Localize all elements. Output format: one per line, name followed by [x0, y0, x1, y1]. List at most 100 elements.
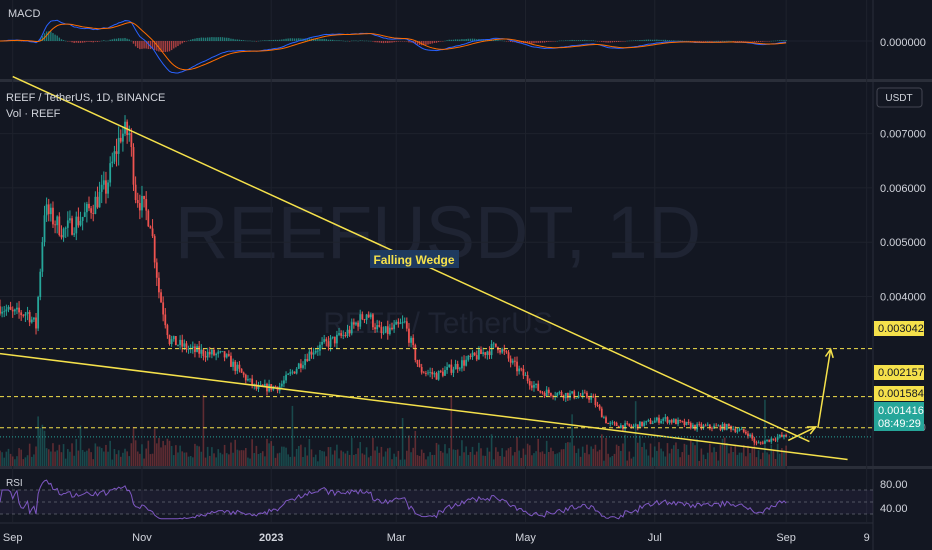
macd-histogram-bar — [406, 41, 408, 42]
candle-body — [85, 203, 88, 213]
macd-histogram-bar — [306, 38, 308, 41]
macd-histogram-bar — [751, 41, 753, 42]
macd-histogram-bar — [147, 41, 150, 50]
macd-histogram-bar — [315, 38, 317, 41]
macd-histogram-bar — [473, 38, 476, 41]
macd-histogram-bar — [20, 41, 22, 42]
macd-histogram-bar — [715, 40, 717, 42]
volume-bar — [753, 444, 756, 466]
candle-body — [639, 421, 641, 429]
candle-body — [18, 307, 20, 313]
volume-bar — [160, 447, 162, 466]
volume-bar — [126, 451, 128, 466]
candle-body — [143, 196, 145, 200]
volume-bar — [484, 455, 487, 466]
volume-bar — [641, 446, 643, 466]
currency-badge[interactable] — [876, 87, 923, 108]
volume-bar — [249, 458, 251, 466]
macd-histogram-bar — [668, 40, 671, 41]
candle-body — [628, 423, 631, 426]
candle-body — [191, 346, 194, 348]
volume-bar — [626, 460, 629, 466]
macd-histogram-bar — [634, 40, 637, 41]
macd-separator[interactable] — [0, 79, 932, 82]
falling-wedge-label[interactable]: Falling Wedge — [373, 253, 454, 267]
volume-bar — [187, 456, 190, 466]
candle-body — [304, 358, 307, 366]
time-axis-label: Sep — [776, 532, 796, 544]
candle-body — [367, 314, 370, 318]
volume-bar — [253, 453, 256, 466]
volume-bar — [518, 450, 520, 466]
candle-body — [706, 424, 709, 426]
macd-histogram-bar — [454, 39, 457, 41]
volume-bar — [503, 456, 506, 466]
candle-body — [177, 344, 179, 346]
volume-bar — [435, 442, 438, 466]
candle-body — [471, 352, 474, 357]
candle-body — [378, 325, 381, 327]
macd-histogram-bar — [590, 40, 592, 41]
macd-histogram-bar — [168, 41, 171, 52]
macd-histogram-bar — [124, 37, 126, 41]
macd-histogram-bar — [226, 37, 228, 41]
volume-bar — [632, 456, 635, 466]
candle-body — [359, 314, 362, 327]
volume-bar — [431, 454, 434, 466]
candle-body — [115, 151, 118, 154]
macd-histogram-bar — [711, 41, 713, 42]
volume-bar — [579, 456, 582, 466]
macd-histogram-bar — [372, 41, 374, 42]
candlesticks[interactable] — [0, 115, 788, 446]
volume-bar — [314, 454, 317, 466]
candle-body — [388, 327, 391, 335]
macd-histogram-bar — [632, 40, 635, 41]
volume-bar — [509, 446, 512, 466]
candle-body — [79, 220, 82, 226]
volume-bar — [285, 447, 287, 466]
macd-histogram-bar — [677, 40, 679, 42]
volume-bar — [264, 456, 266, 466]
pattern-label-bg[interactable] — [370, 250, 459, 268]
rsi-indicator[interactable]: 80.00 40.00 — [0, 479, 908, 520]
candle-body — [664, 417, 667, 419]
candle-body — [740, 428, 743, 430]
candle-body — [499, 350, 501, 353]
volume-bar — [482, 455, 484, 466]
time-axis-label: Jul — [648, 532, 662, 544]
candle-body — [291, 371, 294, 373]
candle-body — [13, 309, 16, 312]
rsi-separator[interactable] — [0, 466, 932, 469]
macd-histogram-bar — [215, 37, 217, 41]
candle-body — [524, 375, 527, 376]
macd-histogram-bar — [414, 41, 417, 45]
candle-body — [9, 306, 12, 310]
macd-histogram-bar — [217, 37, 219, 41]
macd-histogram-bar — [54, 34, 56, 41]
macd-histogram-bar — [257, 40, 260, 42]
candle-body — [509, 358, 512, 363]
macd-histogram-bar — [726, 40, 728, 42]
candle-body — [259, 384, 262, 386]
volume-bar — [217, 449, 220, 466]
candle-body — [363, 319, 366, 321]
macd-histogram-bar — [738, 41, 741, 42]
volume-bar — [242, 450, 245, 466]
macd-histogram-bar — [149, 41, 152, 50]
volume-bar — [223, 444, 226, 466]
macd-histogram-bar — [77, 41, 80, 43]
candle-body — [16, 307, 18, 310]
volume-bar — [666, 443, 669, 466]
candle-body — [732, 428, 735, 430]
candle-body — [155, 262, 158, 278]
macd-histogram-bar — [645, 39, 647, 41]
volume-bar — [778, 453, 781, 466]
macd-indicator[interactable] — [0, 19, 873, 74]
volume-bar — [711, 452, 713, 466]
macd-histogram-bar — [58, 37, 61, 41]
symbol-title[interactable]: REEF / TetherUS, 1D, BINANCE — [6, 92, 165, 104]
macd-histogram-bar — [287, 38, 289, 41]
price-label-level-2-text: 0.002157 — [878, 367, 924, 379]
